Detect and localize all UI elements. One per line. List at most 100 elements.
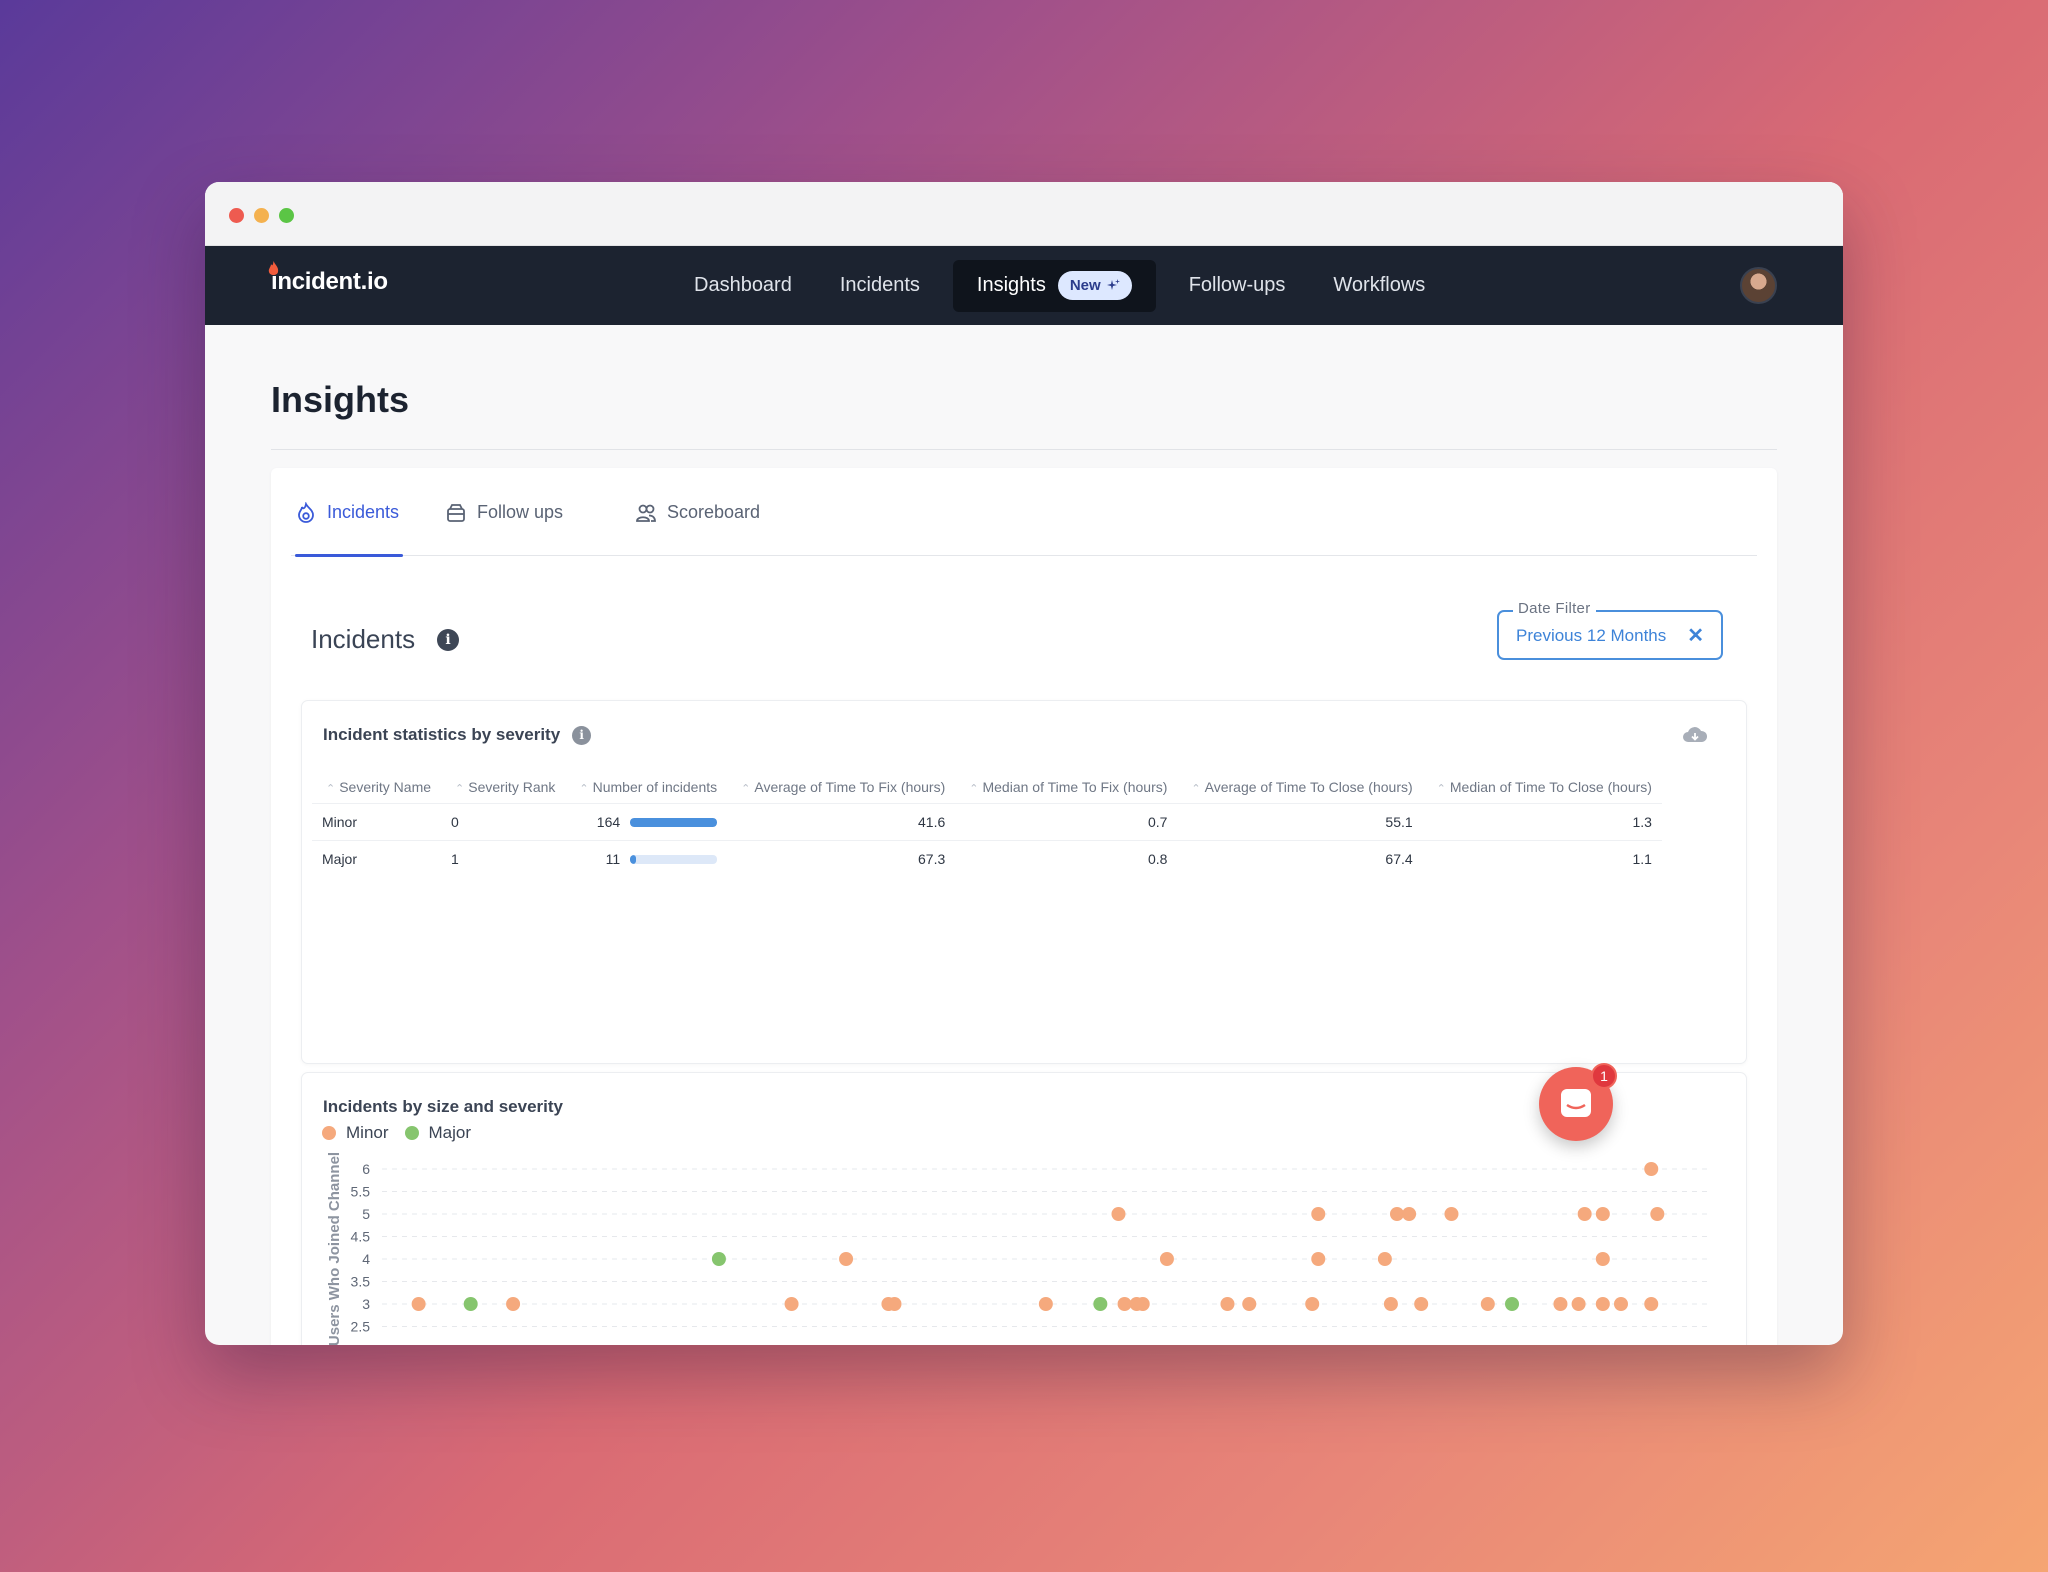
y-tick-label: 3 [362,1296,370,1312]
stats-panel-title: Incident statistics by severity i [323,725,592,745]
column-severity-rank[interactable]: ⌃ Severity Rank [455,779,556,795]
scatter-point-minor[interactable] [1311,1252,1326,1266]
clear-filter-icon[interactable]: ✕ [1687,625,1704,647]
count-bar [630,854,718,864]
download-icon[interactable] [1682,725,1708,745]
column-number-of-incidents[interactable]: ⌃ Number of incidents [579,779,718,795]
scatter-point-minor[interactable] [1595,1252,1610,1266]
tab-incidents[interactable]: Incidents [295,502,404,557]
scatter-point-minor[interactable] [1613,1297,1628,1311]
cell-avg-time-to-close: 67.4 [1177,840,1423,877]
scatter-point-minor[interactable] [1159,1252,1174,1266]
column-label: Severity Rank [468,779,556,795]
cell-severity-rank: 1 [441,840,566,877]
scatter-point-minor[interactable] [1595,1207,1610,1221]
close-window-button[interactable] [229,208,244,223]
nav-follow-ups[interactable]: Follow-ups [1188,274,1286,296]
users-icon [636,504,656,522]
nav-workflows[interactable]: Workflows [1333,274,1426,296]
severity-stats-table: ⌃ Severity Name ⌃ Severity Rank ⌃ Number of… [312,773,1662,877]
scatter-point-minor[interactable] [1377,1252,1392,1266]
column-avg-time-to-fix[interactable]: ⌃ Average of Time To Fix (hours) [741,779,946,795]
legend-major-dot [404,1126,419,1140]
legend-major[interactable]: Major [404,1123,471,1143]
new-badge: New [1057,271,1132,300]
scatter-point-minor[interactable] [1305,1297,1320,1311]
scatter-point-minor[interactable] [1577,1207,1592,1221]
top-navbar: incident.io Dashboard Incidents Insights… [205,246,1843,325]
y-tick-label: 5.5 [351,1184,371,1200]
tab-follow-ups-label: Follow ups [477,502,564,522]
scatter-point-minor[interactable] [1402,1207,1417,1221]
scatter-point-major[interactable] [1505,1297,1520,1311]
scatter-point-minor[interactable] [411,1297,426,1311]
y-tick-label: 6 [362,1161,370,1177]
scatter-point-major[interactable] [711,1252,726,1266]
scatter-point-minor[interactable] [1135,1297,1150,1311]
column-median-time-to-close[interactable]: ⌃ Median of Time To Close (hours) [1436,779,1652,795]
column-median-time-to-fix[interactable]: ⌃ Median of Time To Fix (hours) [969,779,1168,795]
date-filter[interactable]: Date Filter Previous 12 Months ✕ [1497,600,1723,660]
severity-stats-panel: Incident statistics by severity i ⌃ Sever… [301,700,1747,1064]
legend-minor[interactable]: Minor [322,1123,389,1143]
table-row: Minor 0 164 41.6 0.7 55.1 1.3 [312,803,1662,841]
scatter-point-major[interactable] [463,1297,478,1311]
info-icon[interactable]: i [572,725,592,745]
nav-incidents[interactable]: Incidents [839,274,920,296]
scatter-point-minor[interactable] [1117,1297,1132,1311]
y-tick-label: 4 [362,1251,370,1267]
tab-scoreboard[interactable]: Scoreboard [635,502,760,556]
scatter-point-minor[interactable] [1038,1297,1053,1311]
sparkle-icon [1106,279,1120,290]
new-badge-label: New [1069,277,1101,294]
column-avg-time-to-close[interactable]: ⌃ Average of Time To Close (hours) [1191,779,1413,795]
tab-follow-ups[interactable]: Follow ups [445,502,563,556]
chat-icon [1561,1089,1591,1117]
scatter-point-minor[interactable] [1644,1297,1659,1311]
cell-avg-time-to-fix: 41.6 [727,803,956,841]
scatter-point-minor[interactable] [506,1297,521,1311]
info-icon[interactable]: i [437,628,460,651]
tab-incidents-label: Incidents [327,502,400,522]
scatter-point-minor[interactable] [1595,1297,1610,1311]
scatter-point-major[interactable] [1093,1297,1108,1311]
nav-dashboard[interactable]: Dashboard [694,274,792,296]
scatter-point-minor[interactable] [1311,1207,1326,1221]
scatter-chart: Users Who Joined Channel 6 5.5 5 4.5 4 3.5 3 2.5 [326,1152,1707,1345]
chat-launcher-button[interactable]: 1 [1539,1063,1617,1141]
scatter-point-minor[interactable] [1553,1297,1568,1311]
maximize-window-button[interactable] [279,208,294,223]
scatter-point-minor[interactable] [1389,1207,1404,1221]
scatter-point-minor[interactable] [887,1297,902,1311]
scatter-point-minor[interactable] [1644,1162,1659,1176]
y-tick-label: 5 [362,1206,370,1222]
scatter-point-minor[interactable] [1480,1297,1495,1311]
column-label: Median of Time To Fix (hours) [982,779,1168,795]
nav-insights[interactable]: Insights New [952,259,1156,312]
column-severity-name[interactable]: ⌃ Severity Name [326,779,432,795]
scatter-point-minor[interactable] [1242,1297,1257,1311]
count-bar-fill [630,817,718,827]
cell-severity-name: Minor [312,803,442,841]
chat-notification-badge: 1 [1591,1063,1617,1089]
y-tick-label: 4.5 [351,1229,371,1245]
scatter-point-minor[interactable] [1571,1297,1586,1311]
user-avatar[interactable] [1740,267,1777,304]
scatter-point-minor[interactable] [1383,1297,1398,1311]
scatter-point-minor[interactable] [1111,1207,1126,1221]
column-label: Average of Time To Close (hours) [1204,779,1413,795]
scatter-point-minor[interactable] [839,1252,854,1266]
scatter-point-minor[interactable] [1444,1207,1459,1221]
scatter-point-minor[interactable] [1220,1297,1235,1311]
incident-io-logo[interactable]: incident.io [268,261,388,296]
main-nav: Dashboard Incidents Insights New Follow-… [670,246,1449,325]
count-bar-fill [630,854,636,864]
cell-severity-rank: 0 [441,803,566,841]
cell-number-of-incidents: 11 [565,840,728,877]
scatter-point-minor[interactable] [784,1297,799,1311]
section-title-text: Incidents [311,624,416,654]
scatter-point-minor[interactable] [1650,1207,1665,1221]
count-bar [630,817,718,827]
minimize-window-button[interactable] [254,208,269,223]
scatter-point-minor[interactable] [1414,1297,1429,1311]
